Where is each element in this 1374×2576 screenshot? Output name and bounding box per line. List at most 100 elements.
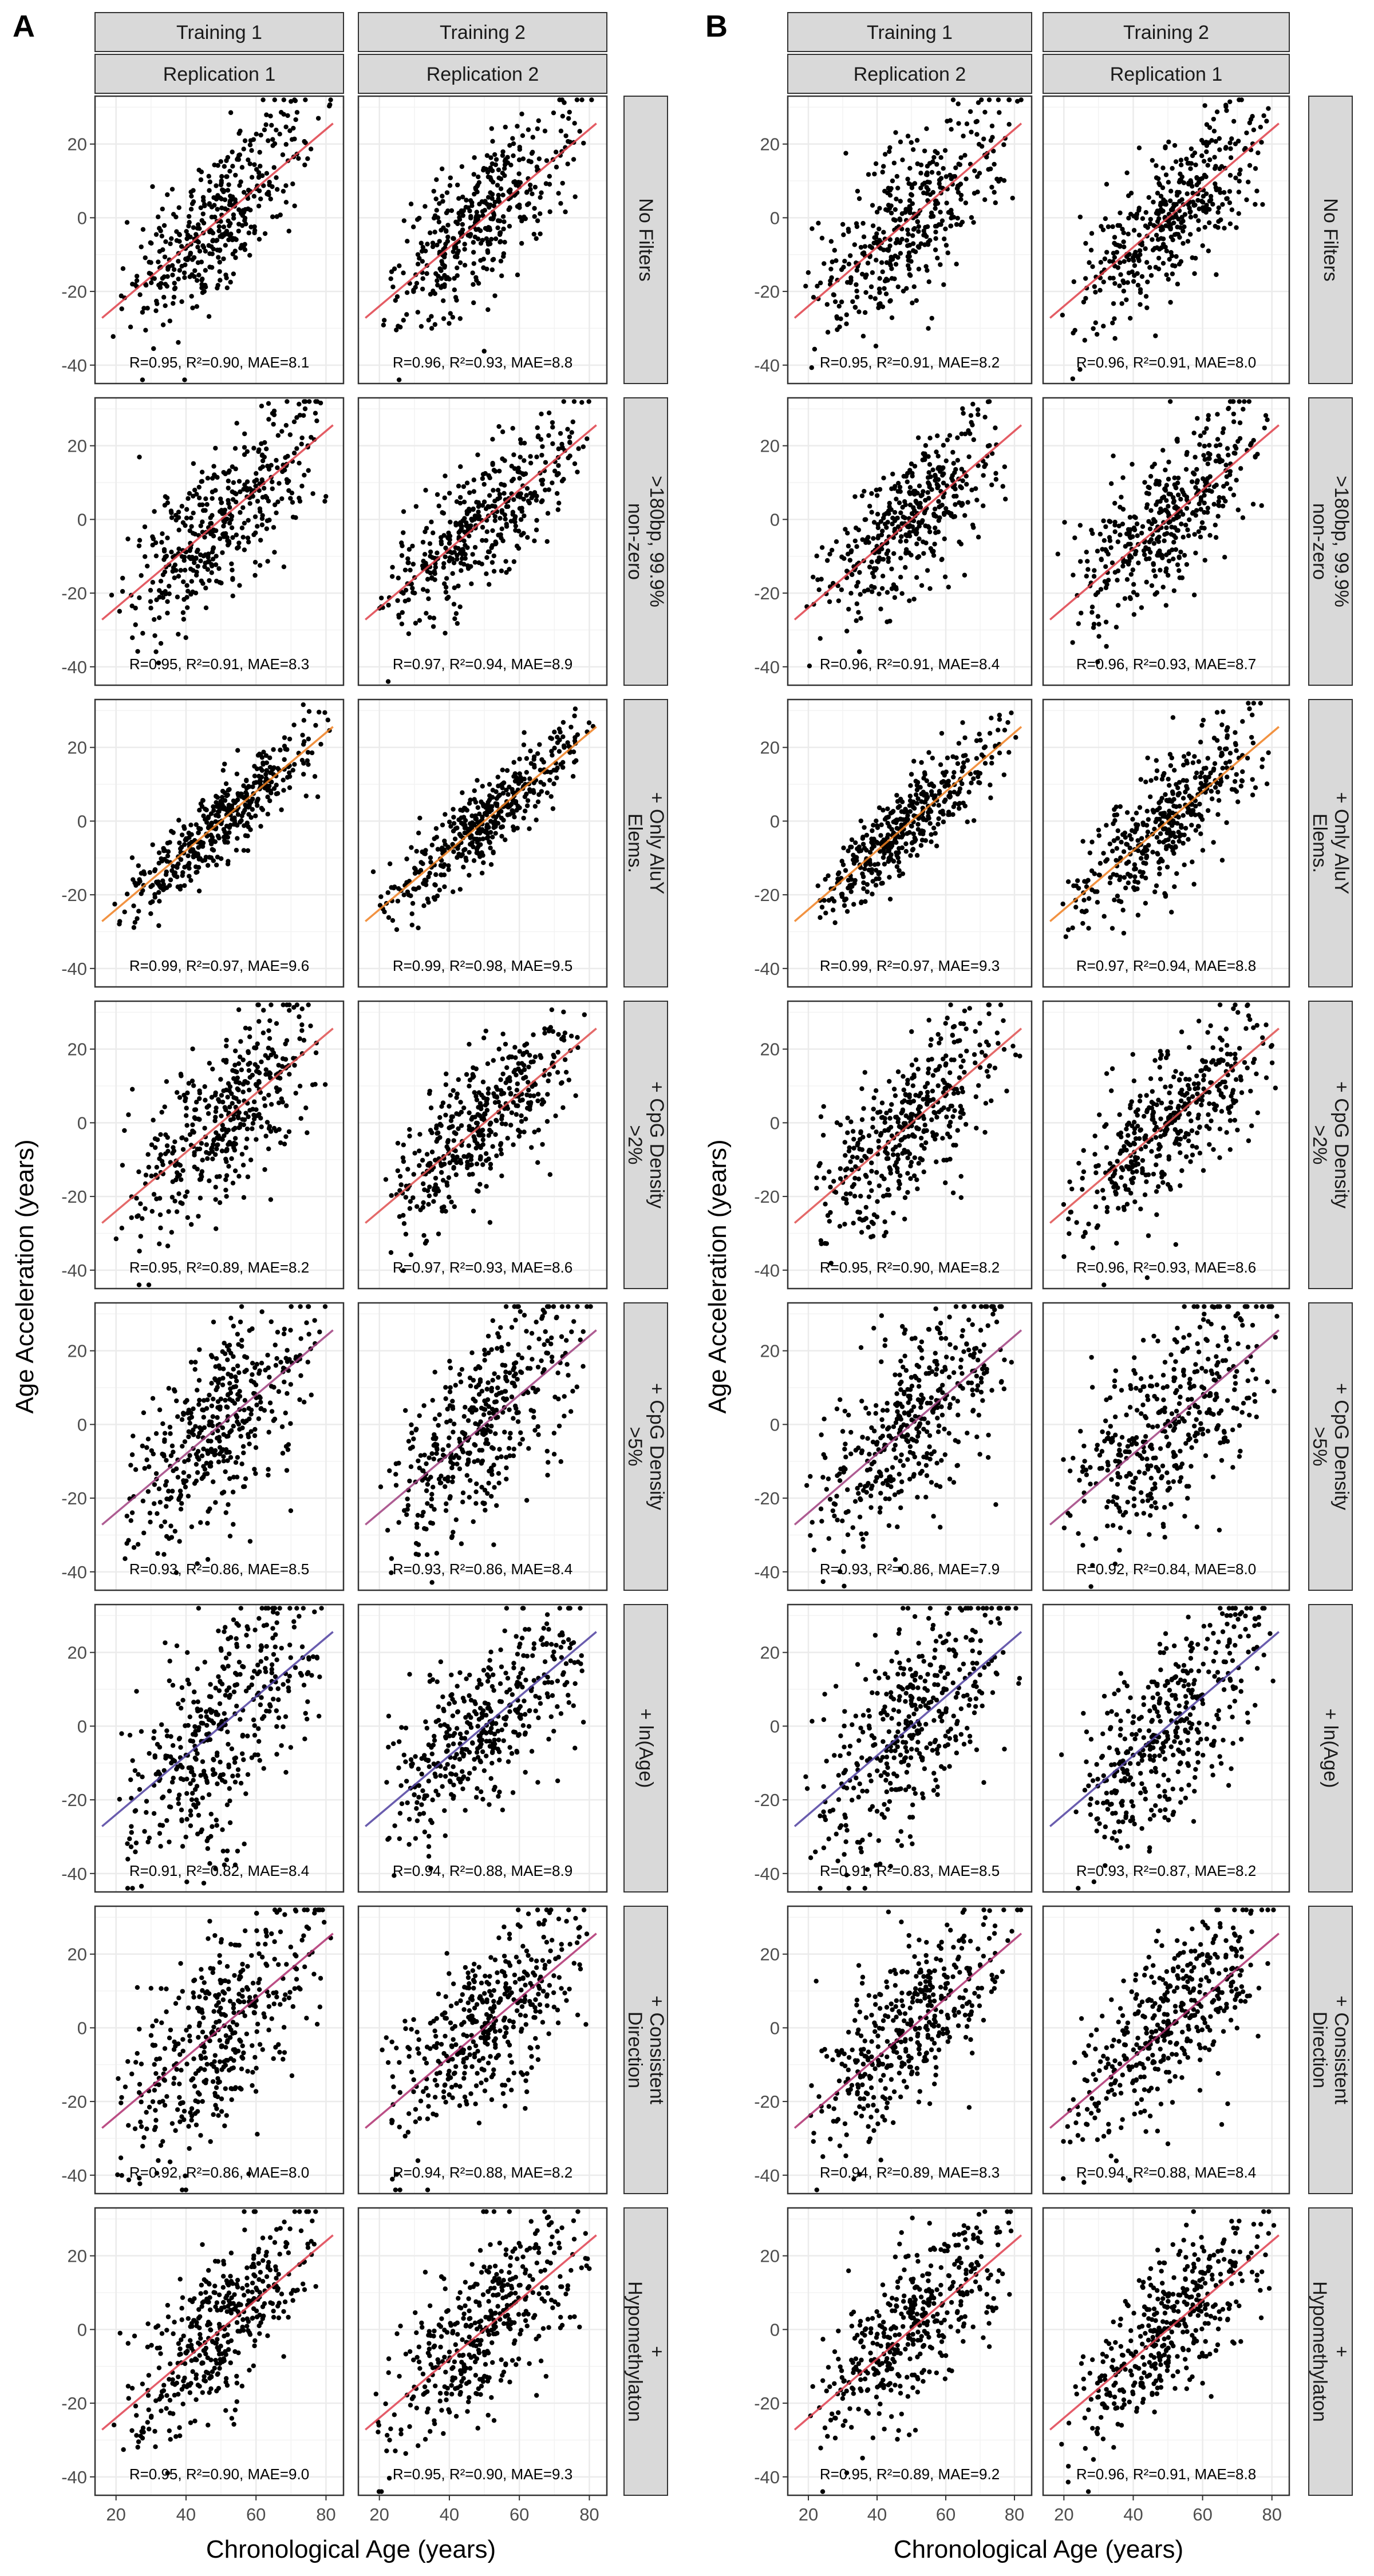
data-point (460, 227, 465, 232)
data-point (407, 1478, 412, 1484)
data-point (123, 1556, 128, 1562)
data-point (396, 614, 402, 620)
data-point (233, 1080, 239, 1085)
data-point (172, 575, 177, 580)
data-point (179, 1685, 185, 1690)
data-point (512, 771, 518, 776)
data-point (532, 214, 537, 219)
y-tick-label: -20 (61, 1187, 87, 1207)
data-point (401, 318, 406, 323)
data-point (404, 856, 409, 862)
data-point (451, 889, 456, 895)
data-point (327, 104, 332, 109)
data-point (493, 539, 498, 544)
data-point (524, 769, 529, 775)
data-point (553, 149, 559, 155)
data-point (437, 1115, 443, 1120)
data-point (462, 247, 467, 252)
data-point (220, 1848, 226, 1854)
data-point (187, 548, 192, 553)
data-point (261, 749, 266, 754)
data-point (201, 1768, 207, 1774)
data-point (446, 530, 451, 536)
data-point (540, 1307, 546, 1313)
data-point (453, 611, 459, 616)
data-point (196, 856, 202, 862)
data-point (136, 908, 141, 914)
data-point (401, 218, 407, 223)
strip-training-label: Training 1 (176, 22, 262, 44)
data-point (187, 1132, 193, 1137)
data-point (165, 1243, 171, 1249)
data-point (200, 519, 205, 524)
data-point (261, 1623, 267, 1628)
data-point (216, 248, 222, 253)
data-point (252, 1433, 258, 1439)
data-point (306, 1655, 311, 1660)
data-point (219, 1777, 225, 1783)
data-point (400, 1155, 406, 1160)
data-point (509, 1054, 515, 1060)
data-point (176, 509, 181, 515)
data-point (238, 1319, 243, 1325)
data-point (305, 1671, 310, 1677)
data-point (219, 806, 225, 811)
facet-row-4: + CpG Density>2%R=0.95, R²=0.89, MAE=8.2… (61, 1000, 668, 1290)
data-point (439, 166, 445, 172)
data-point (194, 853, 199, 859)
data-point (220, 550, 225, 555)
data-point (473, 1408, 479, 1413)
data-point (144, 1457, 149, 1463)
data-point (491, 1446, 496, 1451)
data-point (171, 1775, 176, 1781)
data-point (217, 269, 222, 274)
data-point (236, 131, 242, 136)
data-point (456, 1077, 461, 1082)
data-point (178, 1705, 184, 1711)
data-point (236, 1007, 242, 1013)
data-point (526, 1390, 531, 1396)
data-point (520, 133, 526, 139)
data-point (414, 1427, 419, 1432)
data-point (558, 128, 564, 134)
data-point (444, 576, 449, 581)
data-point (460, 1769, 465, 1774)
data-point (393, 298, 398, 303)
data-point (528, 159, 534, 164)
data-point (502, 1389, 508, 1394)
data-point (226, 237, 231, 243)
data-point (256, 1019, 262, 1024)
data-point (441, 298, 446, 303)
data-point (219, 178, 224, 184)
data-point (119, 306, 124, 311)
facet-plot: R=0.94, R²=0.88, MAE=8.9 (357, 1603, 608, 1893)
data-point (134, 274, 140, 279)
data-point (146, 1464, 152, 1469)
data-point (181, 1777, 186, 1782)
data-point (481, 1768, 487, 1773)
data-point (511, 760, 516, 765)
data-point (229, 1156, 234, 1161)
data-point (551, 768, 556, 773)
data-point (471, 1208, 476, 1214)
data-point (489, 196, 495, 201)
data-point (241, 783, 246, 788)
data-point (581, 444, 586, 449)
data-point (250, 1072, 255, 1078)
data-point (442, 1476, 448, 1481)
data-point (246, 1050, 251, 1056)
data-point (489, 804, 495, 809)
data-point (483, 1028, 488, 1034)
data-point (219, 173, 224, 179)
data-point (265, 811, 271, 817)
data-point (443, 1112, 448, 1118)
data-point (209, 1381, 214, 1386)
data-point (299, 1028, 305, 1033)
data-point (562, 1394, 567, 1399)
data-point (473, 215, 479, 220)
data-point (221, 827, 227, 832)
data-point (235, 1086, 240, 1092)
data-point (229, 1746, 235, 1752)
data-point (225, 1095, 230, 1100)
data-point (228, 1635, 234, 1640)
